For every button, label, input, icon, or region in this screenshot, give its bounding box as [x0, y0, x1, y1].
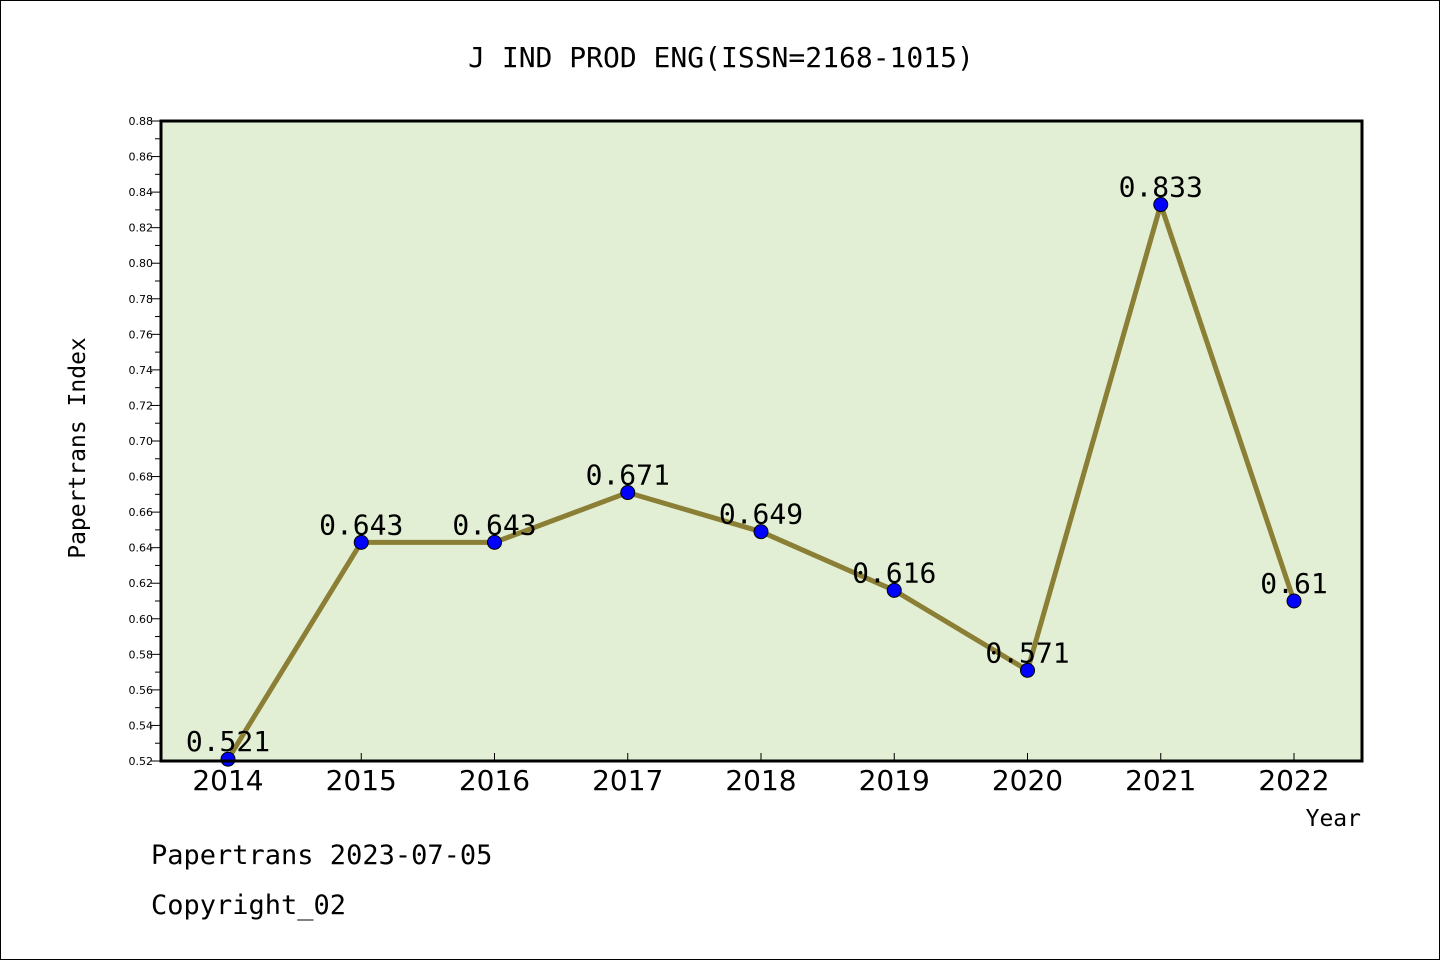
data-label: 0.571	[985, 636, 1069, 669]
data-point	[487, 534, 502, 550]
x-tick-label: 2017	[592, 764, 663, 797]
series-markers	[220, 197, 1302, 767]
data-point	[1020, 662, 1035, 678]
y-axis-label: Papertrans Index	[65, 337, 91, 559]
y-tick-label: 0.86	[129, 151, 154, 164]
x-tick-label: 2016	[459, 764, 530, 797]
y-tick-label: 0.60	[129, 613, 154, 626]
y-tick-label: 0.76	[129, 328, 154, 341]
data-point	[886, 582, 902, 598]
x-tick-label: 2015	[326, 764, 397, 797]
data-point	[1286, 593, 1302, 609]
x-axis-label: Year	[1306, 806, 1361, 832]
y-tick-label: 0.84	[129, 186, 154, 199]
chart-title: J IND PROD ENG(ISSN=2168-1015)	[468, 41, 974, 74]
x-tick-label: 2018	[725, 764, 796, 797]
y-tick-label: 0.78	[129, 293, 154, 306]
footer-date: Papertrans 2023-07-05	[151, 840, 492, 871]
data-label: 0.643	[319, 508, 403, 541]
y-tick-label: 0.88	[129, 115, 154, 128]
data-label: 0.616	[852, 556, 936, 589]
y-tick-label: 0.58	[129, 648, 154, 661]
y-tick-label: 0.72	[129, 399, 154, 412]
x-tick-label: 2022	[1258, 764, 1329, 797]
y-tick-label: 0.66	[129, 506, 154, 519]
plot-area	[161, 121, 1362, 761]
data-point	[353, 534, 369, 550]
data-label: 0.833	[1119, 171, 1203, 204]
y-tick-label: 0.54	[129, 719, 154, 732]
y-tick-label: 0.52	[129, 755, 154, 768]
y-tick-label: 0.62	[129, 577, 154, 590]
x-tick-label: 2021	[1125, 764, 1196, 797]
data-label: 0.521	[186, 725, 270, 758]
x-tick-label: 2019	[859, 764, 930, 797]
data-label: 0.61	[1260, 567, 1327, 600]
x-tick-label: 2020	[992, 764, 1063, 797]
data-point	[220, 751, 236, 767]
data-labels: 0.521 0.643 0.643 0.671 0.649 0.616 0.571 0.833…	[186, 171, 1328, 759]
footer-copyright: Copyright_02	[151, 890, 346, 921]
y-tick-label: 0.64	[129, 542, 154, 555]
y-tick-label: 0.74	[129, 364, 154, 377]
data-label: 0.649	[719, 498, 803, 531]
data-point	[753, 524, 769, 540]
y-tick-label: 0.82	[129, 222, 154, 235]
x-tick-label: 2014	[192, 764, 263, 797]
y-tick-label: 0.70	[129, 435, 154, 448]
y-tick-label: 0.68	[129, 471, 154, 484]
plot-frame	[159, 119, 1364, 763]
data-label: 0.643	[452, 508, 536, 541]
data-point	[620, 485, 636, 501]
x-axis-ticks: 2014 2015 2016 2017 2018 2019 2020 2021 2022	[192, 753, 1330, 797]
data-label: 0.671	[586, 459, 670, 492]
y-tick-label: 0.80	[129, 257, 154, 270]
y-tick-label: 0.56	[129, 684, 154, 697]
y-axis-ticks: 0.52 0.54 0.56 0.58 0.60 0.62 0.64 0.66 0.68 0.70…	[129, 115, 161, 768]
data-point	[1153, 197, 1169, 213]
